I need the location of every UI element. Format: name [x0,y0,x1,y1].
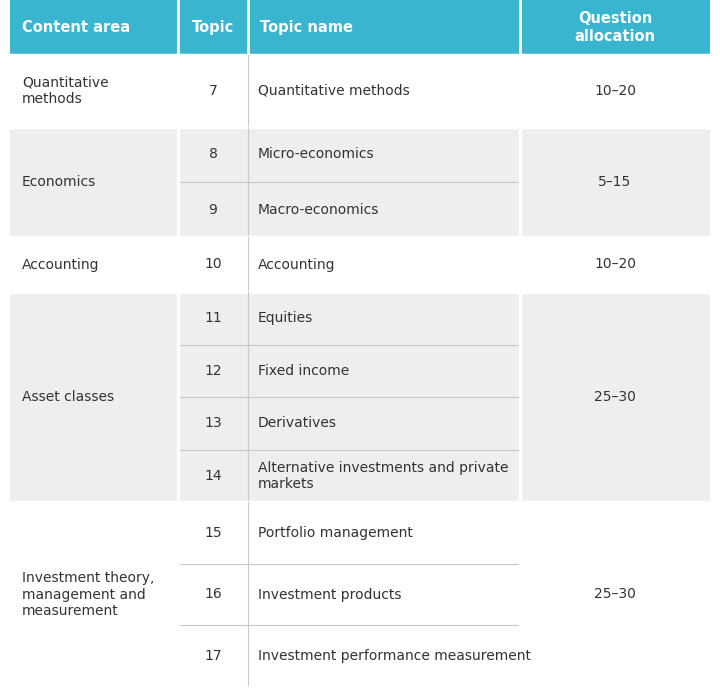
Text: 15: 15 [204,526,222,540]
Text: Alternative investments and private
markets: Alternative investments and private mark… [258,461,508,491]
Text: Economics: Economics [22,175,96,189]
Text: Accounting: Accounting [22,258,99,272]
Bar [10,55,710,127]
Text: Investment performance measurement: Investment performance measurement [258,649,531,663]
Text: Portfolio management: Portfolio management [258,526,413,540]
Text: 10: 10 [204,258,222,272]
Text: 14: 14 [204,469,222,483]
Text: 25–30: 25–30 [594,390,636,404]
Text: Asset classes: Asset classes [22,390,114,404]
Text: Macro-economics: Macro-economics [258,202,379,216]
Text: Topic name: Topic name [260,20,353,35]
Text: 13: 13 [204,416,222,430]
Text: Accounting: Accounting [258,258,336,272]
Bar [10,0,710,55]
Text: 12: 12 [204,364,222,378]
Text: Content area: Content area [22,20,130,35]
Text: Quantitative
methods: Quantitative methods [22,76,109,106]
Text: Investment products: Investment products [258,588,402,602]
Text: 16: 16 [204,588,222,602]
Text: Derivatives: Derivatives [258,416,337,430]
Text: Fixed income: Fixed income [258,364,349,378]
Text: 9: 9 [209,202,217,216]
Text: 10–20: 10–20 [594,84,636,98]
Text: 5–15: 5–15 [598,175,631,189]
Text: Question
allocation: Question allocation [575,11,655,44]
Bar [10,127,710,237]
Text: Topic: Topic [192,20,234,35]
Bar [10,502,710,687]
Text: 17: 17 [204,649,222,663]
Text: Equities: Equities [258,311,313,325]
Bar [10,292,710,502]
Text: Quantitative methods: Quantitative methods [258,84,410,98]
Text: 7: 7 [209,84,217,98]
Text: 25–30: 25–30 [594,588,636,602]
Text: 8: 8 [209,147,217,161]
Text: 10–20: 10–20 [594,258,636,272]
Bar [10,237,710,292]
Text: Micro-economics: Micro-economics [258,147,374,161]
Text: Investment theory,
management and
measurement: Investment theory, management and measur… [22,571,154,618]
Text: 11: 11 [204,311,222,325]
